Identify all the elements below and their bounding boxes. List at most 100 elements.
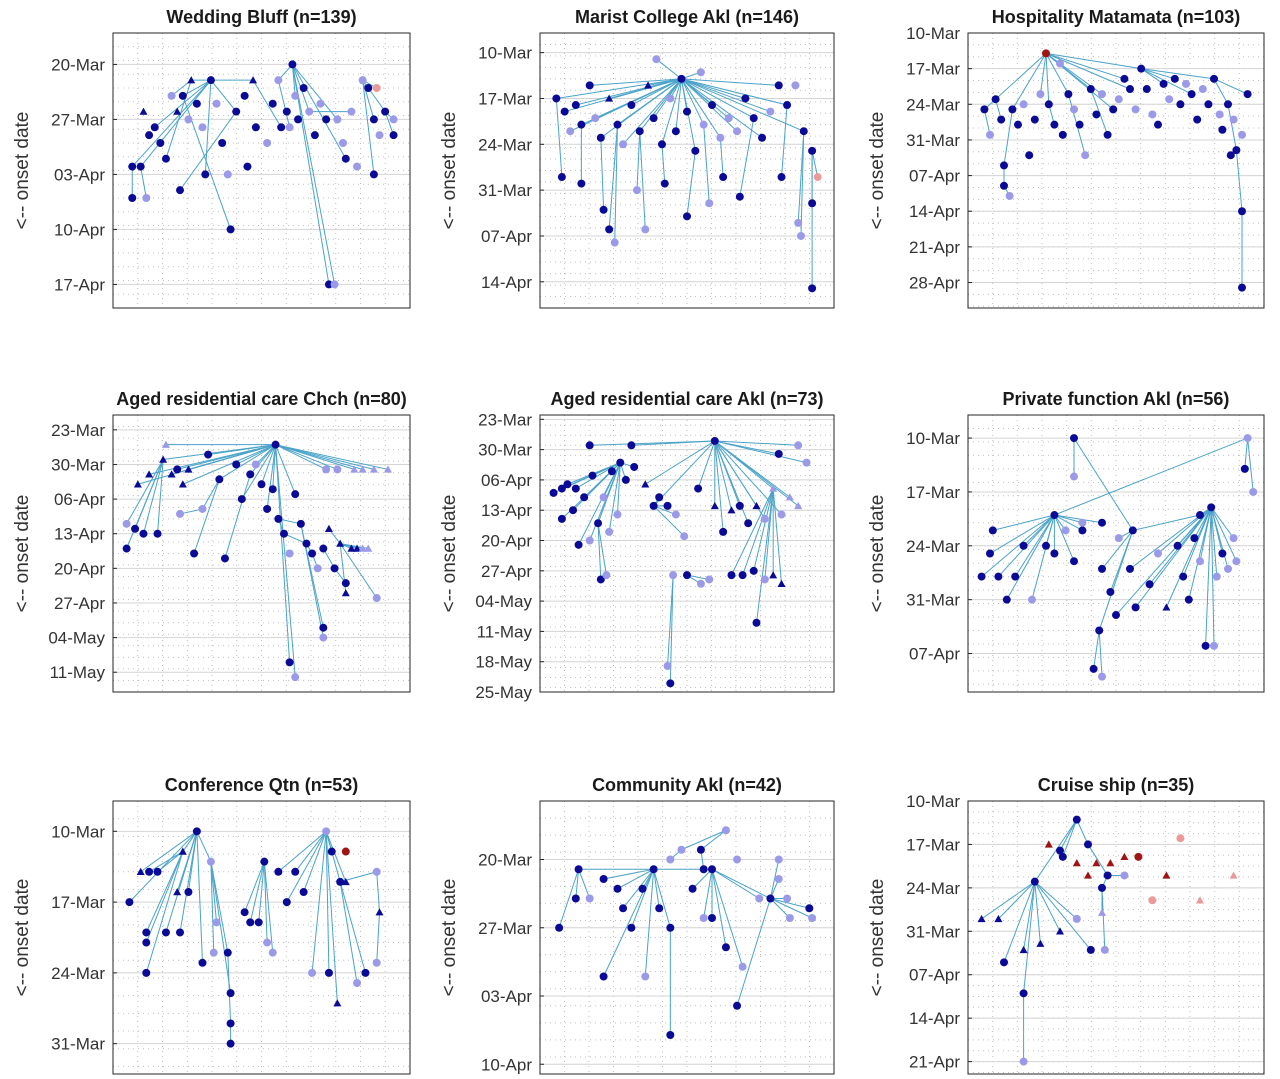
case-marker-circle <box>563 480 572 489</box>
transmission-link <box>1210 507 1215 646</box>
case-marker-triangle <box>641 480 650 488</box>
y-tick-label: 04-May <box>475 592 532 611</box>
transmission-link <box>681 78 763 139</box>
transmission-link <box>272 444 277 490</box>
case-marker-circle <box>1070 557 1078 566</box>
case-marker-triangle <box>187 76 196 84</box>
case-marker-circle <box>1243 434 1252 443</box>
case-marker-circle <box>619 904 628 913</box>
y-tick-label: 07-Apr <box>909 645 960 664</box>
plot-area <box>540 33 834 308</box>
transmission-link <box>614 124 618 243</box>
case-marker-circle <box>1000 161 1008 170</box>
case-marker-circle <box>785 914 794 922</box>
transmission-link <box>275 444 291 663</box>
transmission-link <box>800 131 805 236</box>
case-marker-circle <box>1019 100 1028 109</box>
case-marker-circle <box>663 501 672 510</box>
case-marker-circle <box>699 914 708 922</box>
case-marker-circle <box>1098 672 1106 681</box>
transmission-link <box>157 851 184 873</box>
transmission-link <box>1023 881 1036 994</box>
transmission-link <box>558 869 580 928</box>
transmission-link <box>154 79 212 128</box>
transmission-link <box>653 869 660 909</box>
case-marker-circle <box>1025 151 1034 160</box>
transmission-link <box>636 131 641 191</box>
case-marker-circle <box>198 123 207 132</box>
case-marker-circle <box>1182 79 1190 88</box>
case-marker-circle <box>738 571 747 580</box>
y-tick-label: 11-May <box>50 663 106 682</box>
transmission-link <box>1054 514 1103 524</box>
case-marker-circle <box>805 904 814 913</box>
case-marker-triangle <box>324 524 333 532</box>
case-marker-circle <box>263 504 272 513</box>
case-marker-circle <box>1019 541 1028 550</box>
case-marker-circle <box>1064 90 1073 99</box>
case-marker-circle <box>341 847 350 856</box>
y-tick-label: 27-Mar <box>478 919 532 938</box>
transmission-link <box>1210 507 1218 577</box>
transmission-link <box>703 869 713 919</box>
case-marker-circle <box>260 857 269 866</box>
transmission-link <box>325 831 341 883</box>
case-marker-circle <box>749 114 758 123</box>
y-tick-label: 03-Apr <box>481 987 532 1006</box>
transmission-link <box>278 830 327 873</box>
y-tick-label: 31-Mar <box>51 1035 105 1054</box>
case-markers <box>977 815 1238 1066</box>
case-marker-circle <box>1000 958 1008 967</box>
case-marker-triangle <box>769 571 778 579</box>
transmission-link <box>182 831 198 852</box>
case-marker-circle <box>596 575 605 584</box>
case-marker-circle <box>291 673 300 682</box>
case-marker-triangle <box>178 847 187 855</box>
plot-area <box>113 33 410 308</box>
case-marker-circle <box>358 76 367 85</box>
transmission-link <box>283 533 307 545</box>
case-marker-triangle <box>249 76 258 84</box>
case-marker-circle <box>285 549 294 558</box>
transmission-link <box>555 98 563 178</box>
case-marker-triangle <box>1196 896 1204 904</box>
case-marker-circle <box>641 972 650 981</box>
case-markers <box>980 49 1252 292</box>
y-tick-label: 10-Mar <box>478 44 532 63</box>
case-marker-circle <box>677 845 686 854</box>
transmission-link <box>731 488 774 576</box>
y-tick-label: 10-Mar <box>906 24 960 43</box>
case-marker-circle <box>566 127 575 136</box>
transmission-link <box>797 131 805 223</box>
case-marker-circle <box>719 173 728 182</box>
case-marker-circle <box>560 107 569 116</box>
case-marker-circle <box>198 504 207 513</box>
transmission-link <box>681 829 727 851</box>
transmission-link <box>681 78 746 99</box>
case-marker-circle <box>577 120 586 129</box>
chart-title: Hospitality Matamata (n=103) <box>992 7 1241 27</box>
case-marker-circle <box>1215 110 1224 119</box>
case-marker-circle <box>585 81 594 90</box>
case-marker-circle <box>333 115 342 124</box>
case-marker-circle <box>1229 534 1238 543</box>
case-marker-circle <box>766 107 775 116</box>
case-marker-circle <box>613 884 622 893</box>
case-marker-circle <box>602 571 611 580</box>
case-marker-circle <box>1126 564 1134 573</box>
case-marker-circle <box>389 131 398 140</box>
case-marker-circle <box>1159 79 1168 88</box>
transmission-link <box>148 851 184 873</box>
chart-panel: 10-Mar 17-Mar 24-Mar 31-Mar 07-Apr 14-Apr 21-A… <box>867 7 1265 309</box>
transmission-link <box>1045 53 1050 105</box>
case-marker-circle <box>988 526 997 535</box>
case-marker-circle <box>1128 526 1137 535</box>
case-marker-circle <box>1019 1057 1028 1066</box>
case-marker-circle <box>1112 611 1120 620</box>
case-marker-circle <box>1201 641 1210 650</box>
transmission-link <box>134 459 164 529</box>
transmission-link <box>714 440 724 532</box>
case-markers <box>125 827 384 1048</box>
case-marker-circle <box>369 170 378 179</box>
case-marker-circle <box>282 898 291 907</box>
